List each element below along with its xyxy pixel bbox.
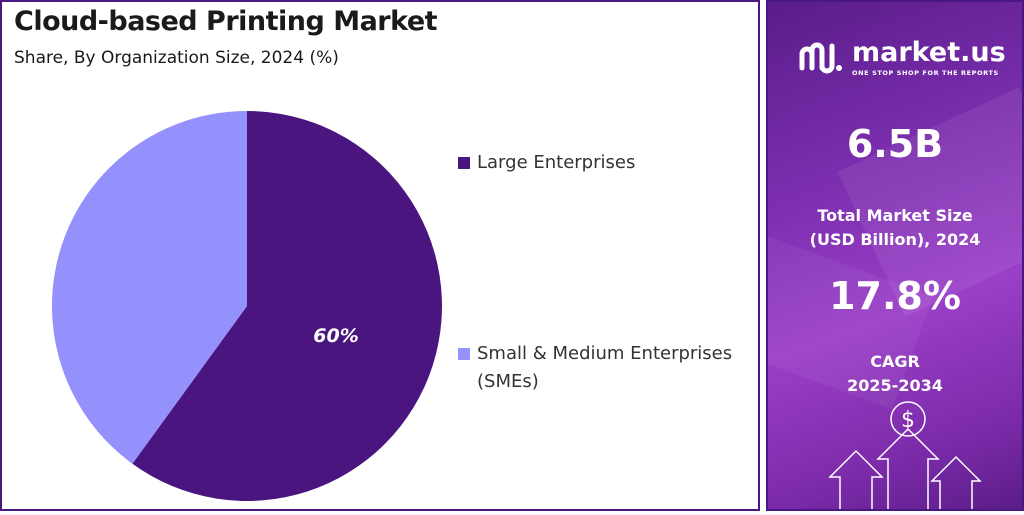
cagr-label-line2: 2025-2034 xyxy=(847,376,943,395)
stats-sidebar: market.us ONE STOP SHOP FOR THE REPORTS … xyxy=(766,0,1024,511)
dollar-symbol: $ xyxy=(901,408,915,433)
arrow-up-icon xyxy=(828,449,884,509)
legend-swatch-large-enterprises xyxy=(458,157,470,169)
logo-icon xyxy=(799,42,842,74)
legend-label-large-enterprises: Large Enterprises xyxy=(477,152,636,173)
legend-label-smes-line1: Small & Medium Enterprises xyxy=(477,343,733,364)
chart-subtitle: Share, By Organization Size, 2024 (%) xyxy=(14,48,339,68)
brand-logo: market.us ONE STOP SHOP FOR THE REPORTS xyxy=(798,38,1006,78)
pie-chart: 60% xyxy=(52,111,442,501)
logo-tagline: ONE STOP SHOP FOR THE REPORTS xyxy=(852,69,999,77)
market-size-value: 6.5B xyxy=(846,122,944,166)
cagr-label-line1: CAGR xyxy=(870,352,920,371)
market-size-label-line2: (USD Billion), 2024 xyxy=(809,230,981,249)
chart-title: Cloud-based Printing Market xyxy=(14,6,438,37)
pie-slice-small-medium-enterprises-smes xyxy=(52,111,247,464)
logo-name: market.us xyxy=(852,37,1006,68)
legend-item-smes: Small & Medium Enterprises (SMEs) xyxy=(458,340,732,396)
dollar-coin-icon: $ xyxy=(890,401,926,437)
cagr-value: 17.8% xyxy=(829,274,961,318)
growth-icons: $ xyxy=(828,401,982,509)
legend-item-large-enterprises: Large Enterprises xyxy=(458,149,635,177)
pie-data-label: 60% xyxy=(313,325,358,347)
arrow-up-icon xyxy=(930,455,982,509)
pie-slice-large-enterprises xyxy=(132,111,442,501)
arrow-up-icon xyxy=(876,427,940,509)
legend-label-smes-line2: (SMEs) xyxy=(477,371,539,392)
legend-swatch-smes xyxy=(458,348,470,360)
chart-panel: Cloud-based Printing Market Share, By Or… xyxy=(0,0,760,511)
market-size-label-line1: Total Market Size xyxy=(817,206,973,225)
